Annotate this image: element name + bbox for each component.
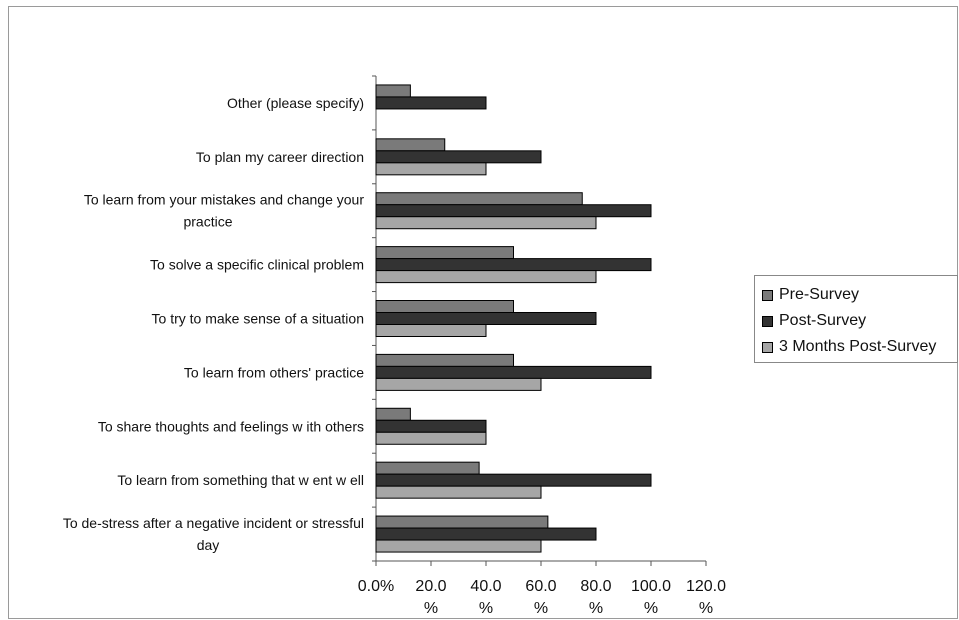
x-tick-label: 120.0% <box>686 578 726 617</box>
category-label-line: To learn from something that w ent w ell <box>117 472 364 488</box>
bar-3-months-post-survey-8 <box>375 539 542 553</box>
legend-item-pre-survey: Pre-Survey <box>762 282 957 308</box>
legend-swatch-pre-survey <box>762 289 773 301</box>
bar-post-survey-6 <box>375 419 487 433</box>
category-label-line: To learn from others' practice <box>184 364 364 380</box>
bar-pre-survey-3 <box>375 246 514 260</box>
legend-swatch-post-survey <box>762 315 773 327</box>
category-label: To share thoughts and feelings w ith oth… <box>98 418 364 434</box>
category-label: To de-stress after a negative incident o… <box>63 515 364 553</box>
bar-3-months-post-survey-6 <box>375 431 487 445</box>
x-tick-label-line: 60.0 <box>525 578 556 595</box>
bar-post-survey-0 <box>375 96 487 110</box>
bar-post-survey-4 <box>375 312 597 325</box>
x-tick-label: 80.0% <box>580 578 611 617</box>
x-tick-label-line: 40.0 <box>470 578 501 595</box>
bar-pre-survey-7 <box>375 461 480 475</box>
x-tick-label: 40.0% <box>470 578 501 617</box>
bar-post-survey-2 <box>375 204 652 218</box>
category-label: To try to make sense of a situation <box>152 311 364 327</box>
bar-pre-survey-8 <box>375 515 549 529</box>
bar-3-months-post-survey-5 <box>375 377 542 391</box>
bar-3-months-post-survey-2 <box>375 216 597 230</box>
bar-pre-survey-0 <box>375 84 411 98</box>
x-tick-label: 20.0% <box>415 578 446 617</box>
x-tick-label: 0.0% <box>358 578 394 595</box>
x-tick-label: 100.0% <box>631 578 671 617</box>
bar-3-months-post-survey-7 <box>375 485 542 499</box>
bar-pre-survey-5 <box>375 353 514 367</box>
x-tick-label-line: % <box>644 600 658 617</box>
category-label-line: To solve a specific clinical problem <box>150 257 364 273</box>
x-tick-label: 60.0% <box>525 578 556 617</box>
x-tick-label-line: 20.0 <box>415 578 446 595</box>
bar-post-survey-8 <box>375 527 597 541</box>
bar-3-months-post-survey-4 <box>375 324 487 337</box>
category-label-line: day <box>197 537 220 553</box>
x-tick-label-line: 120.0 <box>686 578 726 595</box>
category-label-line: To plan my career direction <box>196 149 364 165</box>
legend-item-post-survey: Post-Survey <box>762 308 957 334</box>
category-label: To learn from your mistakes and change y… <box>84 192 364 230</box>
bar-pre-survey-2 <box>375 192 583 206</box>
category-label: To learn from something that w ent w ell <box>117 472 364 488</box>
bar-pre-survey-4 <box>375 300 514 313</box>
bar-pre-survey-1 <box>375 138 446 152</box>
category-label: Other (please specify) <box>227 95 364 111</box>
legend-item-3-months-post-survey: 3 Months Post-Survey <box>762 334 957 360</box>
legend-swatch-3-months-post-survey <box>762 341 773 353</box>
bar-post-survey-3 <box>375 258 652 272</box>
category-label-line: Other (please specify) <box>227 95 364 111</box>
category-label: To solve a specific clinical problem <box>150 257 364 273</box>
category-label: To plan my career direction <box>196 149 364 165</box>
category-label-line: To share thoughts and feelings w ith oth… <box>98 418 364 434</box>
category-label-line: To de-stress after a negative incident o… <box>63 515 364 531</box>
x-tick-label-line: 0.0% <box>358 578 394 595</box>
x-tick-label-line: 80.0 <box>580 578 611 595</box>
bar-post-survey-5 <box>375 365 652 379</box>
category-label: To learn from others' practice <box>184 364 364 380</box>
bar-post-survey-1 <box>375 150 542 164</box>
category-label-line: To try to make sense of a situation <box>152 311 364 327</box>
bar-post-survey-7 <box>375 473 652 487</box>
x-tick-label-line: % <box>699 600 713 617</box>
legend-label-pre-survey: Pre-Survey <box>779 286 860 303</box>
legend-label-3-months-post-survey: 3 Months Post-Survey <box>779 338 937 355</box>
bar-3-months-post-survey-3 <box>375 270 597 284</box>
legend-label-post-survey: Post-Survey <box>779 312 867 329</box>
category-label-line: practice <box>183 214 232 230</box>
x-tick-label-line: % <box>479 600 493 617</box>
x-tick-label-line: % <box>534 600 548 617</box>
legend: Pre-Survey Post-Survey 3 Months Post-Sur… <box>754 275 958 363</box>
x-tick-label-line: 100.0 <box>631 578 671 595</box>
x-tick-label-line: % <box>424 600 438 617</box>
bar-pre-survey-6 <box>375 407 411 421</box>
bar-3-months-post-survey-1 <box>375 162 487 176</box>
x-tick-label-line: % <box>589 600 603 617</box>
category-label-line: To learn from your mistakes and change y… <box>84 192 364 208</box>
